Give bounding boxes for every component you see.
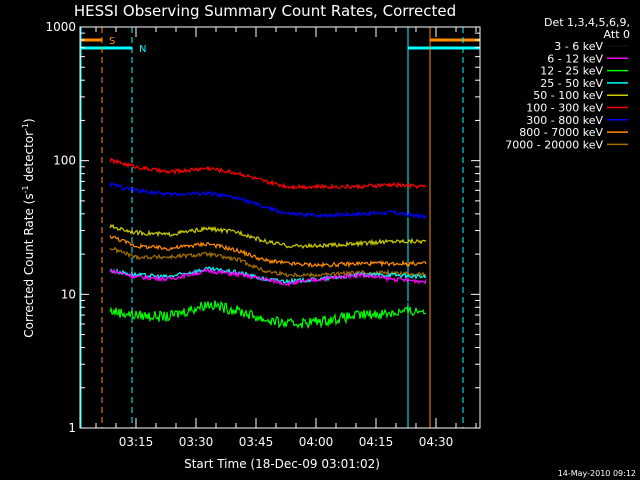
y-axis-label-sup2: -1 bbox=[21, 123, 30, 131]
chart-title: HESSI Observing Summary Count Rates, Cor… bbox=[74, 2, 456, 20]
y-axis-label: Corrected Count Rate (s-1 detector-1) bbox=[21, 118, 36, 337]
y-tick-label: 1000 bbox=[45, 20, 76, 34]
series-line bbox=[109, 223, 427, 250]
legend-label: 50 - 100 keV bbox=[533, 89, 603, 102]
series-line bbox=[109, 268, 427, 288]
footer-date: 14-May-2010 09:12 bbox=[558, 469, 636, 478]
flag-layer: SN bbox=[80, 27, 480, 428]
series-layer bbox=[109, 157, 427, 329]
y-axis-label-main: Corrected Count Rate (s bbox=[22, 193, 36, 337]
x-tick-label: 03:45 bbox=[239, 435, 274, 449]
y-axis-label-tail: detector bbox=[22, 131, 36, 186]
x-tick-label: 03:30 bbox=[179, 435, 214, 449]
night-flag-label: N bbox=[139, 44, 146, 55]
x-axis: 03:15 03:30 03:45 04:00 04:15 04:30 bbox=[95, 27, 477, 449]
x-tick-label: 04:15 bbox=[359, 435, 394, 449]
legend-header-line-1: Det 1,3,4,5,6,9, bbox=[544, 16, 630, 29]
y-tick-label: 100 bbox=[53, 154, 76, 168]
y-axis: 1 10 100 1000 bbox=[45, 20, 480, 435]
legend-label: 300 - 800 keV bbox=[526, 114, 603, 127]
x-tick-label: 04:00 bbox=[299, 435, 334, 449]
series-line bbox=[109, 276, 427, 314]
legend-label: 25 - 50 keV bbox=[540, 77, 603, 90]
y-axis-label-sup: -1 bbox=[21, 185, 30, 193]
legend-label: 6 - 12 keV bbox=[547, 52, 603, 65]
plot-frame bbox=[79, 26, 481, 429]
legend-label: 800 - 7000 keV bbox=[519, 126, 603, 139]
saa-flag-label: S bbox=[109, 36, 115, 47]
x-tick-label: 03:15 bbox=[119, 435, 154, 449]
series-line bbox=[109, 182, 427, 220]
x-tick-label: 04:30 bbox=[419, 435, 454, 449]
legend-label: 12 - 25 keV bbox=[540, 65, 603, 78]
series-line bbox=[109, 157, 427, 191]
legend-label: 100 - 300 keV bbox=[526, 102, 603, 115]
legend-label: 3 - 6 keV bbox=[554, 40, 603, 53]
legend-label: 7000 - 20000 keV bbox=[505, 138, 603, 151]
x-axis-label: Start Time (18-Dec-09 03:01:02) bbox=[184, 457, 380, 471]
series-line bbox=[109, 300, 427, 329]
legend-header-line-2: Att 0 bbox=[604, 28, 630, 41]
y-axis-label-close: ) bbox=[22, 118, 36, 123]
y-tick-label: 10 bbox=[61, 287, 76, 301]
series-line bbox=[109, 235, 427, 269]
y-tick-label: 1 bbox=[68, 421, 76, 435]
